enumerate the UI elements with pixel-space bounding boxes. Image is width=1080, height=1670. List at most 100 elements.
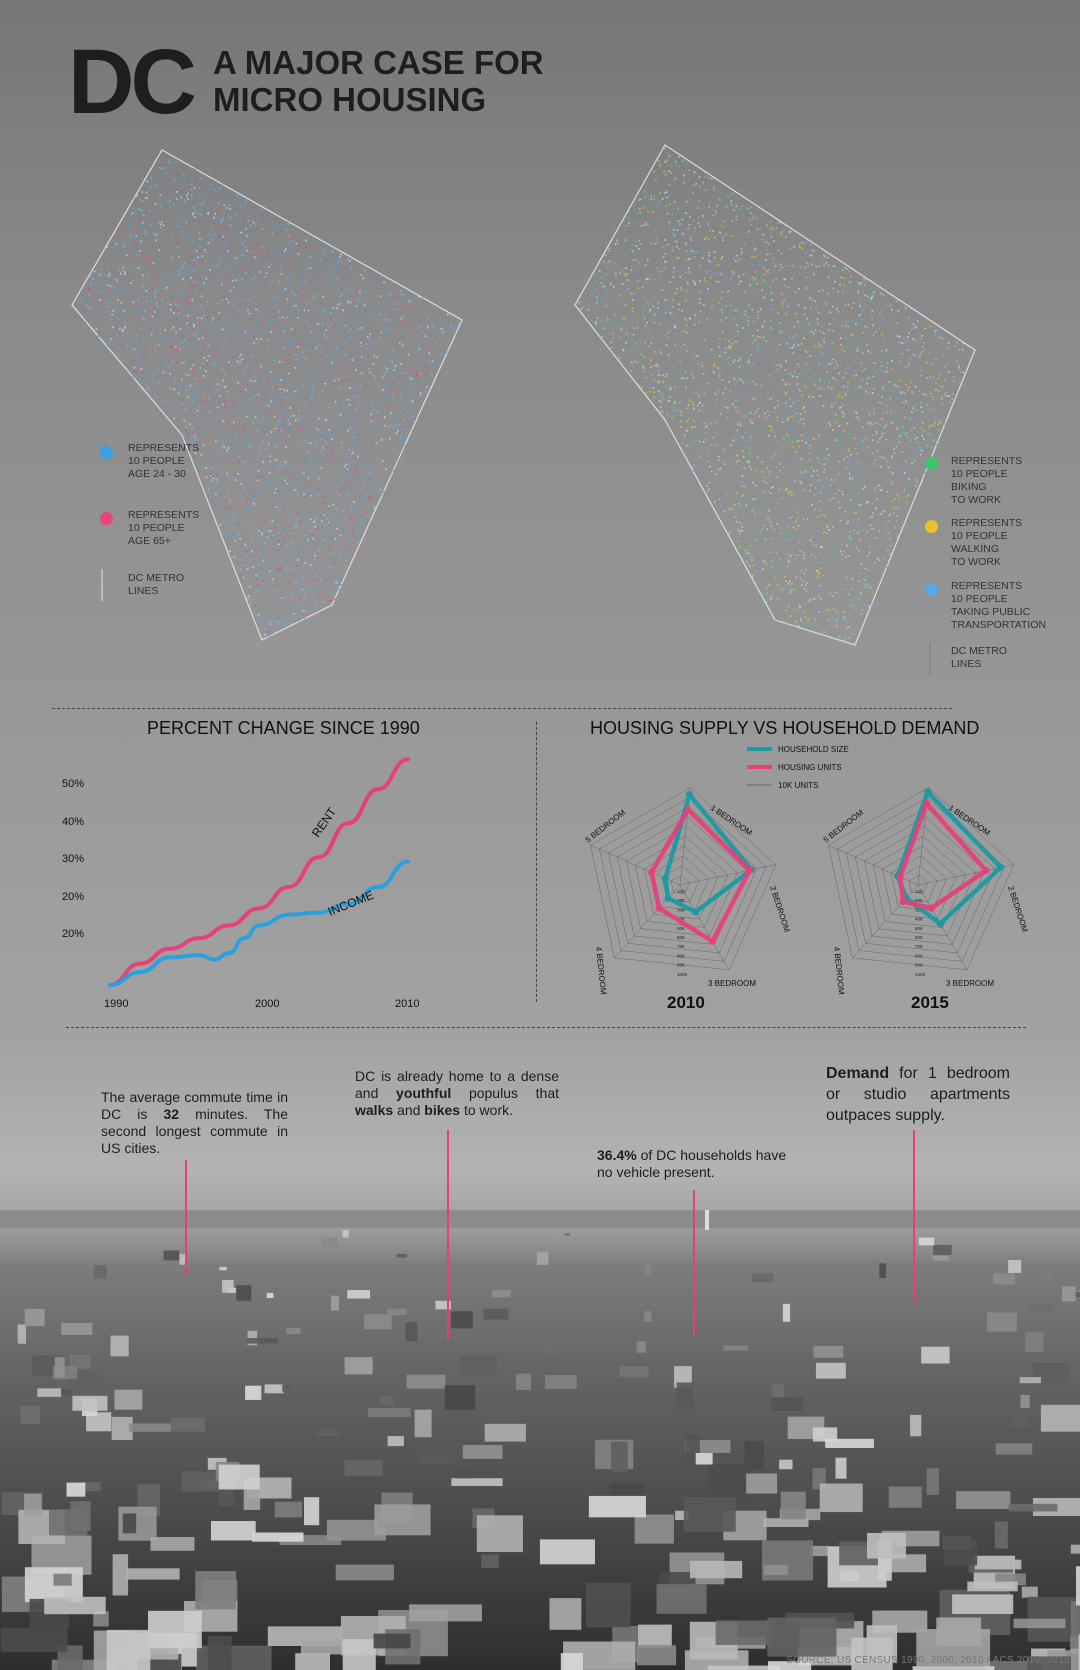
map-dot xyxy=(128,369,131,371)
map-dot xyxy=(777,564,779,566)
map-dot xyxy=(280,406,283,409)
map-dot xyxy=(171,296,173,299)
map-dot xyxy=(166,230,168,233)
map-dot xyxy=(849,437,851,440)
map-dot xyxy=(194,210,197,212)
map-dot xyxy=(359,385,362,387)
map-dot xyxy=(731,193,734,195)
map-dot xyxy=(326,437,328,439)
map-dot xyxy=(893,512,895,515)
map-dot xyxy=(897,310,900,312)
map-dot xyxy=(698,423,701,426)
map-dot xyxy=(867,582,869,584)
map-dot xyxy=(272,346,274,349)
map-dot xyxy=(329,566,331,569)
map-dot xyxy=(397,284,400,287)
map-dot xyxy=(721,312,724,314)
map-dot xyxy=(757,531,759,533)
map-dot xyxy=(726,304,728,307)
map-dot xyxy=(253,498,255,500)
map-dot xyxy=(258,475,260,478)
map-dot xyxy=(364,474,366,476)
map-dot xyxy=(732,209,735,211)
map-dot xyxy=(267,536,270,539)
map-dot xyxy=(635,258,637,261)
map-dot xyxy=(707,223,709,225)
map-dot xyxy=(797,321,799,323)
map-dot xyxy=(303,332,305,335)
map-dot xyxy=(896,507,899,510)
map-dot xyxy=(742,355,744,358)
map-dot xyxy=(268,632,271,635)
map-dot xyxy=(193,367,195,370)
map-dot xyxy=(858,519,860,521)
map-dot xyxy=(711,481,713,483)
map-dot xyxy=(220,259,223,262)
map-dot xyxy=(426,385,428,388)
map-dot xyxy=(192,437,195,439)
map-dot xyxy=(907,497,910,500)
map-dot xyxy=(224,486,227,489)
map-dot xyxy=(795,576,797,579)
map-dot xyxy=(190,189,193,191)
map-dot xyxy=(442,329,444,332)
map-dot xyxy=(249,530,252,532)
map-dot xyxy=(254,406,257,409)
map-dot xyxy=(306,467,308,470)
map-dot xyxy=(904,480,906,483)
map-dot xyxy=(780,252,783,255)
map-dot xyxy=(819,381,822,384)
map-dot xyxy=(308,539,311,542)
map-dot xyxy=(771,487,773,489)
map-dot xyxy=(234,423,237,425)
map-dot xyxy=(696,433,698,435)
map-dot xyxy=(822,611,825,614)
map-dot xyxy=(134,370,136,373)
map-dot xyxy=(231,280,234,282)
map-dot xyxy=(876,560,878,563)
map-dot xyxy=(739,207,742,210)
map-dot xyxy=(207,362,209,364)
map-dot xyxy=(314,568,316,571)
map-dot xyxy=(193,168,196,170)
map-dot xyxy=(909,418,911,420)
map-dot xyxy=(199,177,202,179)
map-dot xyxy=(860,526,862,528)
map-dot xyxy=(636,211,638,214)
map-dot xyxy=(137,299,140,302)
map-dot xyxy=(775,278,778,280)
map-dot xyxy=(265,214,268,217)
map-dot xyxy=(674,401,676,404)
map-dot xyxy=(359,412,362,414)
map-dot xyxy=(211,286,213,288)
map-dot xyxy=(181,272,183,274)
map-dot xyxy=(640,353,643,355)
map-dot xyxy=(709,422,712,425)
map-dot xyxy=(890,304,892,307)
map-dot xyxy=(283,623,286,625)
map-dot xyxy=(347,456,349,459)
map-dot xyxy=(883,340,886,343)
map-dot xyxy=(659,288,662,291)
map-dot xyxy=(168,162,171,164)
map-dot xyxy=(693,440,695,442)
map-dot xyxy=(595,296,598,299)
map-dot xyxy=(680,286,682,289)
map-dot xyxy=(779,322,781,324)
map-dot xyxy=(742,456,745,458)
map-dot xyxy=(839,638,841,640)
map-dot xyxy=(261,551,264,554)
map-dot xyxy=(249,287,251,290)
map-dot xyxy=(283,289,286,291)
map-dot xyxy=(388,328,390,331)
map-dot xyxy=(362,484,365,487)
map-dot xyxy=(392,396,394,399)
map-dot xyxy=(176,347,179,350)
map-dot xyxy=(913,327,915,329)
map-dot xyxy=(224,263,227,265)
map-dot xyxy=(888,363,890,366)
map-dot xyxy=(396,458,399,461)
map-dot xyxy=(451,323,454,325)
map-dot xyxy=(249,545,251,547)
map-dot xyxy=(312,534,314,537)
